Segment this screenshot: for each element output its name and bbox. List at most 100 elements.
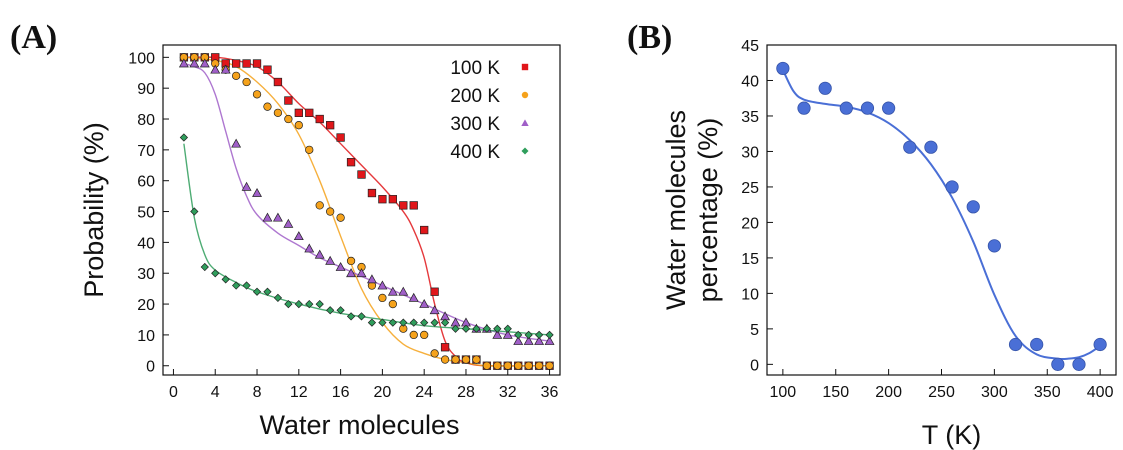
- legend-marker-series-3: [521, 119, 529, 126]
- data-point-series-3: [492, 329, 503, 339]
- data-point: [860, 101, 875, 115]
- data-point-series-4: [357, 312, 366, 321]
- data-point-series-3: [429, 305, 440, 315]
- panel-b-y-tick-label: 30: [741, 144, 759, 161]
- data-point-series-3: [283, 218, 294, 228]
- data-point-series-4: [399, 318, 408, 327]
- data-point-series-3: [377, 280, 388, 290]
- data-point-series-4: [503, 324, 512, 333]
- data-point-series-2: [294, 121, 303, 130]
- data-point-series-4: [242, 281, 251, 290]
- data-point-series-3: [523, 335, 534, 345]
- data-point-series-4: [451, 324, 460, 333]
- data-point-series-1: [284, 96, 293, 105]
- data-point-series-2: [430, 349, 439, 358]
- panel-a-y-tick-label: 90: [137, 81, 155, 98]
- panel-b-y-tick-label: 35: [741, 109, 759, 126]
- legend-label-series-1: 100 K: [450, 58, 500, 79]
- legend-label-series-2: 200 K: [450, 86, 500, 107]
- panel-a-y-tick-label: 0: [146, 359, 155, 376]
- data-point-series-3: [356, 268, 367, 278]
- data-point-series-1: [388, 195, 397, 204]
- data-point: [945, 180, 959, 194]
- data-point-series-3: [199, 58, 210, 68]
- data-point: [1008, 337, 1023, 352]
- panel-a-x-tick-label: 0: [169, 384, 178, 401]
- data-point: [966, 200, 980, 214]
- data-point: [987, 239, 1001, 253]
- panel-a-plot-frame: [162, 44, 561, 376]
- panel-b-y-tick-label: 0: [750, 357, 759, 374]
- data-point-series-3: [513, 335, 524, 345]
- panel-a-x-tick-label: 8: [253, 384, 262, 401]
- data-point-series-2: [242, 77, 251, 87]
- data-point-series-1: [378, 195, 387, 204]
- data-point-series-4: [524, 330, 533, 340]
- data-point-series-4: [367, 318, 377, 327]
- panel-b-y-tick-label: 25: [741, 180, 759, 197]
- panel-b-y-tick-label: 40: [741, 73, 759, 90]
- data-point-series-4: [284, 299, 293, 309]
- data-point-series-3: [366, 274, 377, 284]
- panel-a-x-tick-label: 16: [332, 384, 350, 401]
- data-point-series-4: [294, 299, 303, 309]
- panel-a-label: (A): [10, 19, 57, 56]
- panel-b-plot-frame: [766, 44, 1117, 376]
- fit-curve-series-4: [183, 143, 550, 336]
- panel-a-y-tick-label: 80: [137, 112, 155, 129]
- panel-a-x-axis-title: Water molecules: [259, 410, 459, 440]
- data-point-series-4: [545, 330, 554, 340]
- data-point-series-3: [325, 255, 336, 265]
- legend-label-series-3: 300 K: [450, 114, 500, 135]
- data-point-series-2: [461, 355, 471, 364]
- data-point-series-4: [472, 324, 481, 333]
- data-point-series-3: [544, 335, 555, 345]
- data-point-series-3: [387, 286, 398, 296]
- panel-b-label: (B): [627, 19, 672, 56]
- data-point-series-3: [241, 181, 252, 191]
- data-point-series-4: [378, 318, 387, 327]
- data-point-series-1: [399, 201, 408, 210]
- data-point-series-2: [263, 102, 272, 111]
- data-point-series-3: [293, 231, 304, 241]
- data-point-series-1: [273, 77, 283, 87]
- data-point: [1051, 357, 1065, 371]
- data-point-series-2: [252, 90, 262, 99]
- data-point-series-3: [502, 329, 513, 339]
- data-point-series-4: [409, 318, 418, 327]
- panel-b-fit-curve: [781, 69, 1101, 361]
- data-point-series-4: [315, 299, 324, 309]
- data-point-series-2: [503, 361, 512, 370]
- data-point-series-2: [305, 145, 314, 155]
- panel-b-points: [776, 61, 1107, 371]
- legend-marker-series-2: [521, 91, 529, 99]
- data-point: [903, 140, 917, 154]
- data-point-series-3: [534, 335, 545, 345]
- data-point-series-3: [210, 64, 221, 74]
- data-point-series-3: [262, 212, 273, 222]
- data-point-series-4: [263, 287, 272, 296]
- data-point-series-3: [419, 298, 430, 308]
- panel-b-y-tick-label: 10: [741, 286, 759, 303]
- data-point-series-4: [305, 299, 314, 309]
- data-point: [1030, 337, 1044, 352]
- data-point-series-2: [524, 361, 533, 370]
- panel-a-y-tick-label: 10: [137, 328, 155, 345]
- panel-b-y-tick-label: 5: [750, 322, 759, 339]
- data-point: [1072, 357, 1086, 371]
- data-point-series-2: [231, 71, 241, 80]
- data-point-series-2: [326, 207, 335, 216]
- data-point-series-4: [420, 318, 429, 327]
- panel-a-legend: 100 K 200 K 300 K 400 K: [450, 58, 529, 163]
- data-point-series-4: [190, 207, 199, 216]
- data-point-series-4: [336, 306, 345, 315]
- panel-a-y-tick-label: 50: [137, 205, 155, 222]
- data-point-series-1: [242, 59, 251, 68]
- data-point-series-2: [273, 108, 283, 118]
- data-point: [797, 101, 811, 115]
- data-point-series-4: [461, 324, 471, 333]
- data-point-series-1: [420, 225, 429, 235]
- data-point: [924, 140, 938, 154]
- data-point-series-2: [534, 361, 544, 370]
